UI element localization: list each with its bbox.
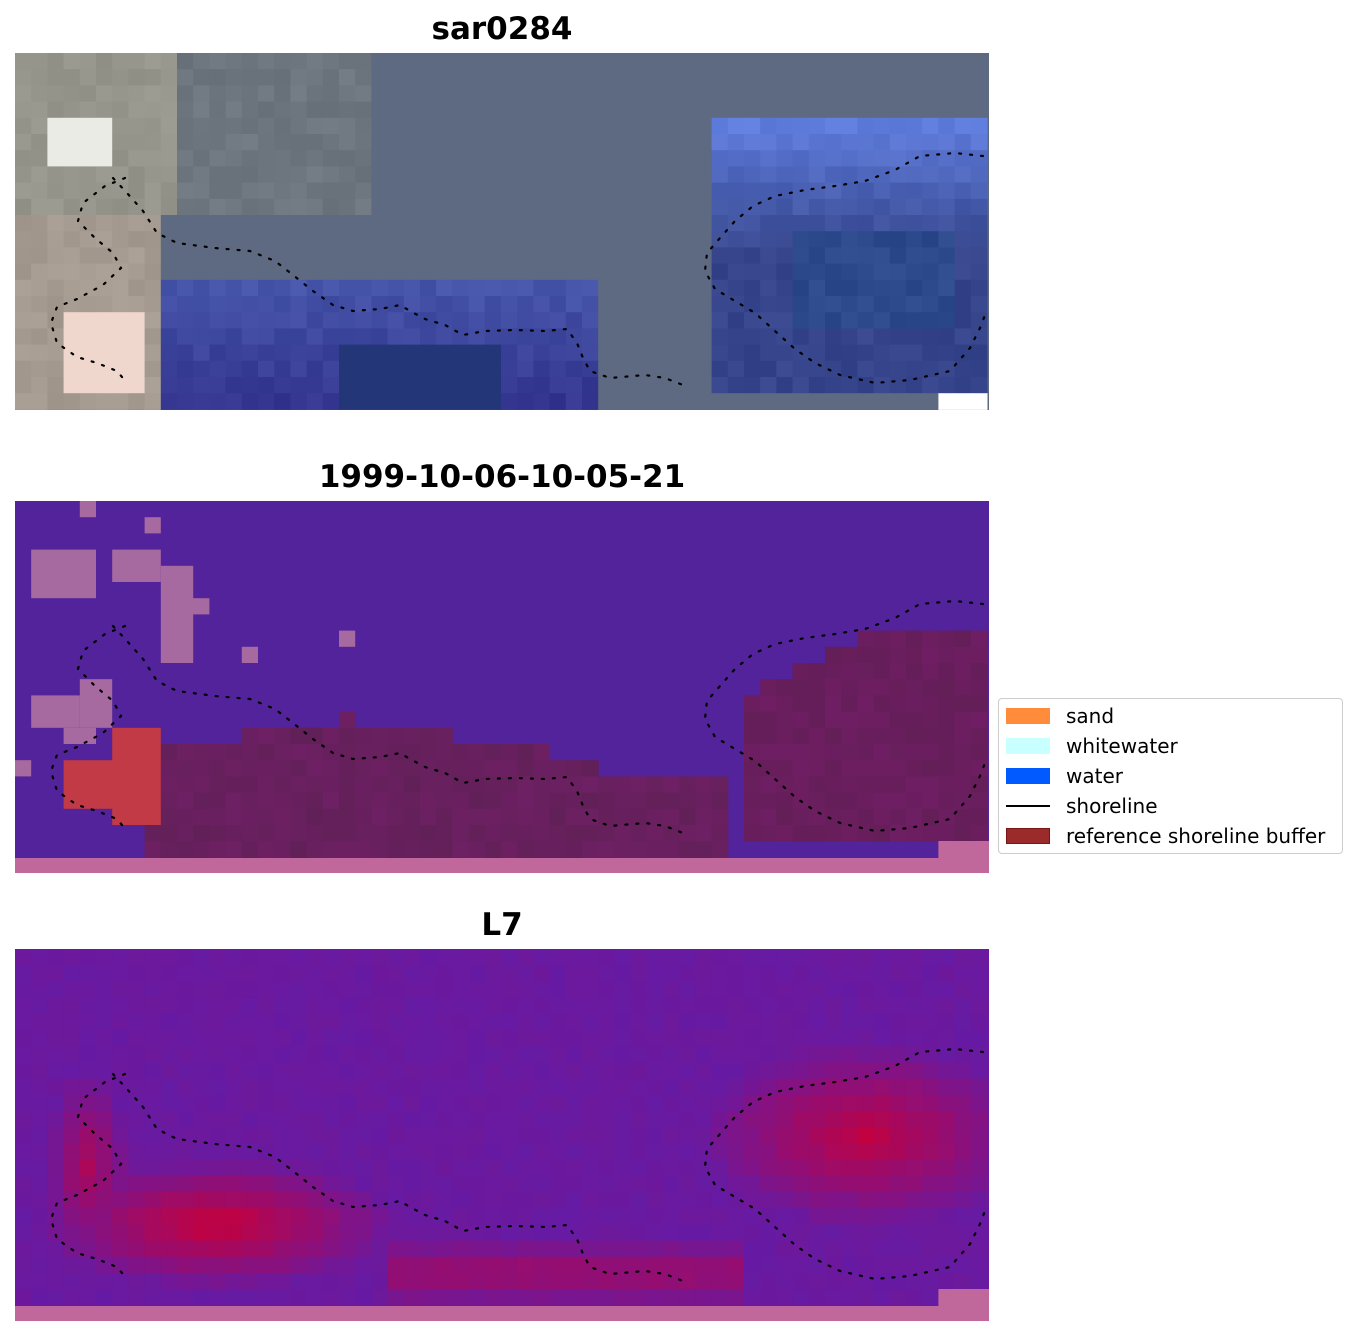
legend: sand whitewater water shoreline referenc… bbox=[998, 698, 1343, 854]
legend-item-shoreline: shoreline bbox=[999, 793, 1342, 818]
shoreline-dots bbox=[49, 599, 987, 835]
index-pixels bbox=[15, 949, 989, 1321]
sand-swatch bbox=[1006, 708, 1050, 724]
index-image bbox=[15, 949, 989, 1321]
legend-item-whitewater: whitewater bbox=[999, 733, 1342, 758]
index-image-panel bbox=[15, 949, 989, 1321]
legend-label-sand: sand bbox=[1066, 704, 1115, 728]
rgb-pixels bbox=[15, 53, 988, 410]
legend-item-reference-buffer: reference shoreline buffer bbox=[999, 823, 1342, 848]
legend-label-water: water bbox=[1066, 764, 1123, 788]
rgb-image-panel bbox=[15, 53, 989, 410]
shoreline-dots bbox=[49, 1047, 987, 1283]
reference-buffer-swatch bbox=[1006, 828, 1050, 844]
panel-title-classified: 1999-10-06-10-05-21 bbox=[318, 459, 686, 495]
legend-item-water: water bbox=[999, 763, 1342, 788]
legend-label-shoreline: shoreline bbox=[1066, 794, 1158, 818]
panel-title-index: L7 bbox=[481, 907, 523, 943]
shoreline-line-swatch bbox=[1006, 805, 1050, 807]
legend-label-reference-buffer: reference shoreline buffer bbox=[1066, 824, 1326, 848]
legend-item-sand: sand bbox=[999, 703, 1342, 728]
classified-pixels bbox=[15, 501, 989, 873]
panel-title-rgb: sar0284 bbox=[431, 11, 573, 47]
classified-image-panel bbox=[15, 501, 989, 873]
rgb-image bbox=[15, 53, 989, 410]
water-swatch bbox=[1006, 768, 1050, 784]
legend-label-whitewater: whitewater bbox=[1066, 734, 1178, 758]
classified-image bbox=[15, 501, 989, 873]
whitewater-swatch bbox=[1006, 738, 1050, 754]
shoreline-dots bbox=[49, 151, 987, 387]
